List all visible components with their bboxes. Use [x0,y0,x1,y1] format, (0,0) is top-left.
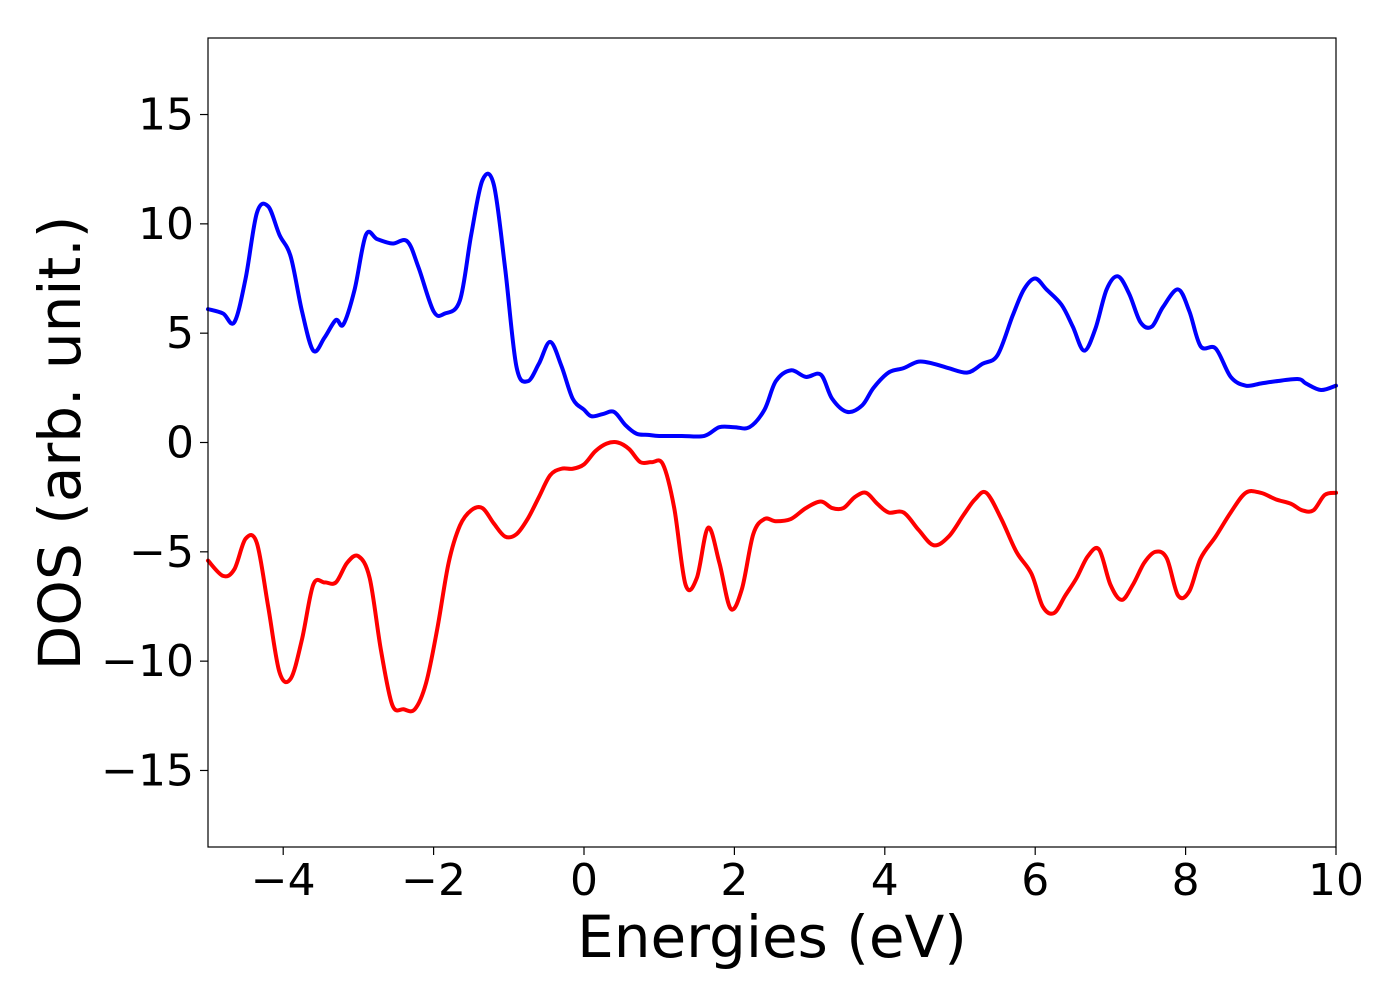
x-axis-ticks: −4 −2 0 2 4 6 8 10 [251,847,1364,906]
plot-background [208,38,1336,847]
y-tick-label: 0 [166,418,194,469]
y-axis-ticks: 15 10 5 0 −5 −10 −15 [101,90,208,796]
y-axis-label: DOS (arb. unit.) [26,216,94,671]
y-tick-label: 5 [166,308,194,359]
x-tick-label: −4 [251,855,316,906]
series-layer [206,171,1338,714]
x-tick-label: 10 [1308,855,1364,906]
series-line-blue [206,171,1338,439]
series-line-red [206,440,1338,714]
x-tick-label: 4 [871,855,899,906]
y-tick-label: −10 [101,636,194,687]
x-tick-label: 2 [720,855,748,906]
x-tick-label: 8 [1172,855,1200,906]
x-tick-label: 0 [570,855,598,906]
y-tick-label: 15 [138,90,194,141]
x-axis-label: Energies (eV) [577,903,967,971]
y-tick-label: −15 [101,745,194,796]
x-tick-label: 6 [1021,855,1049,906]
y-tick-label: 10 [138,199,194,250]
y-tick-label: −5 [129,527,194,578]
x-tick-label: −2 [401,855,466,906]
